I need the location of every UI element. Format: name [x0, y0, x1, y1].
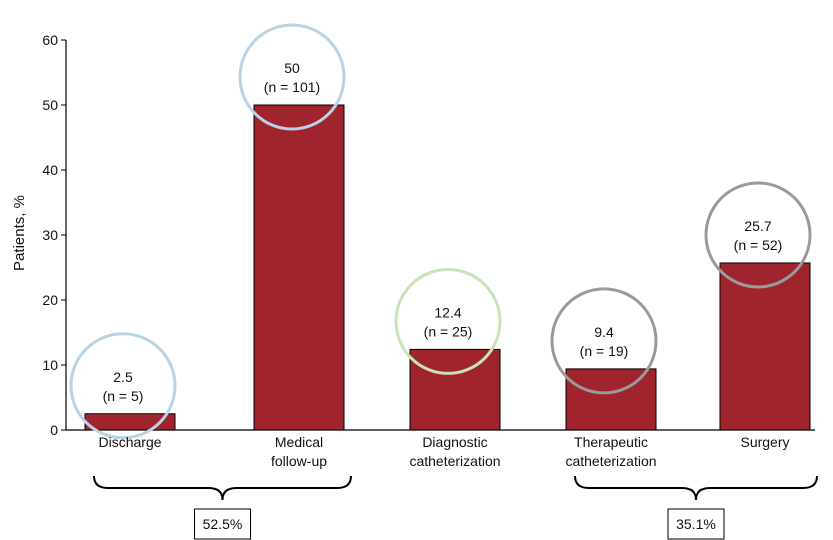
- y-tick-label: 50: [42, 97, 58, 113]
- group-percent-label: 35.1%: [676, 516, 716, 532]
- value-circle: 9.4 (n = 19): [550, 287, 658, 395]
- circle-outline: [238, 23, 346, 131]
- value-circle: 25.7 (n = 52): [704, 181, 812, 289]
- group-box: [194, 508, 251, 540]
- value-circle: 12.4 (n = 25): [394, 267, 502, 375]
- y-tick-label: 40: [42, 162, 58, 178]
- value-circle: 50 (n = 101): [238, 23, 346, 131]
- x-tick-label: Diagnostic: [422, 434, 487, 450]
- count-label: (n = 52): [734, 237, 783, 253]
- y-tick-label: 60: [42, 32, 58, 48]
- value-circle: 2.5 (n = 5): [69, 332, 177, 440]
- bar: [565, 368, 657, 431]
- x-tick-label: Medical: [275, 434, 323, 450]
- category-labels: Discharge Medical follow-up Diagnostic cathe…: [98, 434, 789, 469]
- count-label: (n = 25): [424, 323, 473, 339]
- y-tick-label: 0: [50, 422, 58, 438]
- x-tick-label: catheterization: [409, 453, 500, 469]
- group-brace: [574, 475, 818, 501]
- count-label: (n = 5): [103, 388, 144, 404]
- group-percent-label: 52.5%: [203, 516, 243, 532]
- value-label: 2.5: [113, 369, 133, 385]
- value-label: 12.4: [434, 304, 461, 320]
- bar: [719, 262, 811, 431]
- value-label: 25.7: [744, 218, 771, 234]
- bars: [84, 104, 811, 431]
- x-tick-label: catheterization: [565, 453, 656, 469]
- group-brackets: 52.5% 35.1%: [93, 475, 818, 540]
- count-label: (n = 19): [580, 343, 629, 359]
- y-tick-label: 20: [42, 292, 58, 308]
- y-tick-label: 30: [42, 227, 58, 243]
- value-circles: 2.5 (n = 5) 50 (n = 101) 12.4 (n = 25) 9.4 (n =…: [69, 23, 812, 440]
- y-tick-label: 10: [42, 357, 58, 373]
- circle-outline: [550, 287, 658, 395]
- value-label: 50: [284, 60, 300, 76]
- x-tick-label: Surgery: [740, 434, 789, 450]
- bar: [253, 104, 345, 431]
- count-label: (n = 101): [264, 79, 320, 95]
- circle-outline: [704, 181, 812, 289]
- group-box: [667, 508, 725, 540]
- x-tick-label: Therapeutic: [574, 434, 648, 450]
- x-tick-label: follow-up: [271, 453, 327, 469]
- y-axis-label: Patients, %: [11, 195, 28, 271]
- value-label: 9.4: [594, 324, 614, 340]
- circle-outline: [69, 332, 177, 440]
- bar: [409, 348, 501, 431]
- circle-outline: [394, 267, 502, 375]
- x-tick-label: Discharge: [98, 434, 161, 450]
- y-axis: 0 10 20 30 40 50 60: [42, 32, 815, 438]
- group-brace: [93, 475, 352, 501]
